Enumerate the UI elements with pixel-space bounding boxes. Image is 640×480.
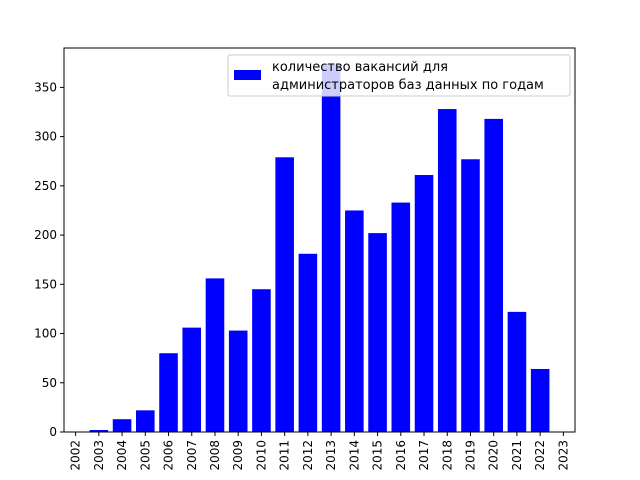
y-tick-label: 150: [34, 277, 57, 291]
x-tick-label: 2016: [394, 440, 408, 471]
x-tick-label: 2014: [347, 440, 361, 471]
bar-2009: [228, 330, 248, 432]
bar-2011: [275, 157, 294, 433]
bar-2007: [182, 327, 202, 432]
x-tick-label: 2004: [115, 440, 129, 471]
x-tick-label: 2019: [463, 440, 477, 471]
axes-frame: [63, 47, 576, 433]
bar-2005: [136, 410, 155, 432]
bar-2022: [530, 368, 550, 432]
x-tick-label: 2022: [533, 440, 547, 471]
bars-group: [89, 64, 550, 433]
x-tick-label: 2010: [254, 440, 268, 471]
y-tick-label: 300: [34, 130, 57, 144]
legend-label-line2: администраторов баз данных по годам: [272, 78, 544, 93]
x-tick-label: 2020: [487, 440, 501, 471]
x-tick-label: 2023: [556, 440, 570, 471]
legend-label-line1: количество вакансий для: [272, 60, 448, 75]
bar-2014: [345, 210, 364, 432]
y-tick-label: 200: [34, 228, 57, 242]
bar-2017: [414, 175, 434, 432]
x-tick-label: 2008: [208, 440, 222, 471]
x-tick-label: 2005: [138, 440, 152, 471]
bar-2013: [321, 64, 341, 432]
x-tick-label: 2002: [69, 440, 83, 471]
x-tick-label: 2012: [301, 440, 315, 471]
bar-2008: [205, 278, 225, 432]
bar-2020: [484, 118, 503, 433]
x-tick-label: 2013: [324, 440, 338, 471]
x-tick-label: 2021: [510, 440, 524, 471]
bar-2016: [391, 202, 411, 432]
bar-2006: [159, 353, 178, 432]
x-tick-label: 2015: [371, 440, 385, 471]
bar-2003: [89, 430, 109, 432]
x-axis: 2002 2003 2004 2005 2006 2007 2008 2009 2010 2011…: [69, 432, 570, 471]
x-tick-label: 2006: [162, 440, 176, 471]
y-tick-label: 100: [34, 327, 57, 341]
y-tick-label: 250: [34, 179, 57, 193]
y-tick-label: 50: [42, 376, 57, 390]
legend-swatch: [234, 70, 261, 80]
bar-2021: [507, 311, 527, 432]
x-tick-label: 2009: [231, 440, 245, 471]
x-tick-label: 2003: [92, 440, 106, 471]
bar-2018: [437, 109, 457, 433]
bar-2010: [252, 289, 271, 432]
bar-2019: [461, 159, 480, 432]
legend-box: [227, 54, 571, 97]
x-tick-label: 2007: [185, 440, 199, 471]
legend: количество вакансий для администраторов …: [227, 54, 571, 97]
y-axis: 0 50 100 150 200 250 300 350: [34, 80, 64, 439]
y-tick-label: 0: [49, 425, 57, 439]
bar-2004: [112, 419, 132, 432]
bar-2012: [298, 253, 318, 432]
x-tick-label: 2011: [278, 440, 292, 471]
x-tick-label: 2018: [440, 440, 454, 471]
y-tick-label: 350: [34, 80, 57, 94]
x-tick-label: 2017: [417, 440, 431, 471]
bar-2015: [368, 233, 387, 432]
